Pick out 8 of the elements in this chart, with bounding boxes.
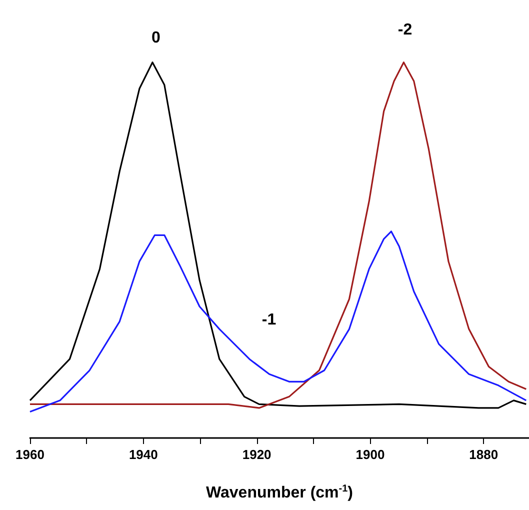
x-tick-label: 1940 [128, 447, 158, 462]
text: 0 [152, 30, 161, 46]
x-tick-label: 1960 [16, 447, 44, 462]
annotation: -1 [262, 312, 276, 328]
x-tick-label: 1880 [469, 447, 498, 462]
x-tick-label: 1900 [356, 447, 385, 462]
text: -2 [398, 22, 412, 38]
x-tick-label: 1920 [242, 447, 272, 462]
